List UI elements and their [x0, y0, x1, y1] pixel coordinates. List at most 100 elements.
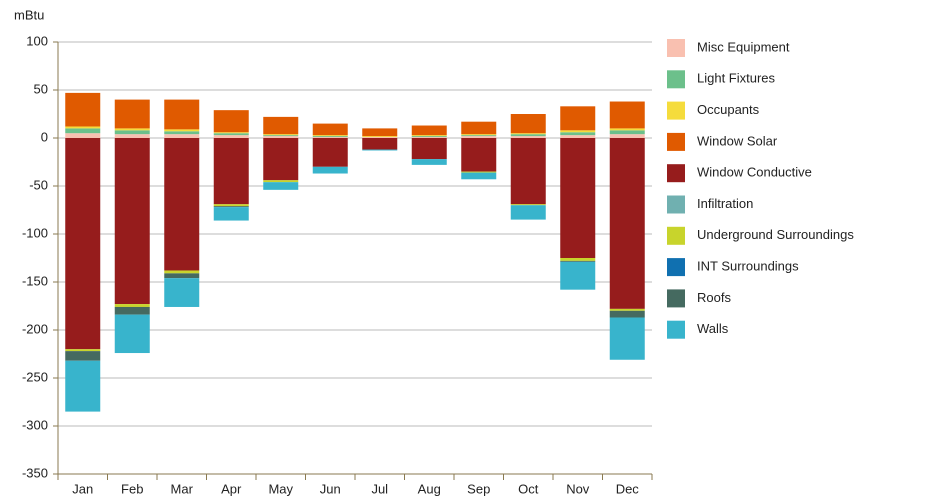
bar-segment: [312, 138, 348, 167]
bar-segment: [312, 135, 348, 137]
bar-segment: [560, 106, 596, 131]
legend-label: Window Conductive: [697, 165, 812, 180]
x-tick-label: Jun: [320, 481, 341, 496]
legend-swatch: [667, 258, 685, 277]
bar-segment: [411, 137, 447, 138]
bar-segment: [461, 171, 497, 173]
legend-swatch: [667, 195, 685, 214]
bar-segment: [560, 138, 596, 258]
y-axis-label: mBtu: [14, 7, 44, 22]
bar-segment: [461, 121, 497, 135]
y-tick-label: 0: [41, 129, 48, 144]
legend-label: Roofs: [697, 290, 731, 305]
bar-segment: [213, 207, 249, 221]
y-tick-label: 100: [26, 33, 48, 48]
bar-segment: [114, 99, 150, 129]
bar-segment: [114, 130, 150, 135]
bar-segment: [411, 138, 447, 160]
bar-segment: [560, 130, 596, 133]
legend-swatch: [667, 164, 685, 183]
bar-segment: [263, 182, 299, 190]
bar-segment: [213, 204, 249, 207]
bar-segment: [362, 138, 398, 150]
bar-segment: [114, 138, 150, 305]
bar-segment: [609, 134, 645, 138]
x-tick-label: Dec: [616, 481, 640, 496]
x-tick-label: May: [268, 481, 293, 496]
bar-segment: [461, 172, 497, 180]
legend-label: Occupants: [697, 102, 760, 117]
bar-segment: [609, 310, 645, 318]
y-tick-label: -300: [22, 417, 48, 432]
x-tick-label: Nov: [566, 481, 590, 496]
bar-segment: [263, 180, 299, 183]
bar-segment: [461, 136, 497, 138]
bar-segment: [114, 128, 150, 131]
bar-segment: [362, 149, 398, 151]
bar-segment: [213, 110, 249, 133]
bar-segment: [114, 134, 150, 138]
bar-segment: [411, 125, 447, 136]
bar-segment: [609, 308, 645, 311]
y-tick-label: 50: [34, 81, 48, 96]
bar-segment: [609, 138, 645, 309]
bar-segment: [263, 116, 299, 135]
x-tick-label: Jan: [72, 481, 93, 496]
legend-swatch: [667, 70, 685, 89]
bar-segment: [213, 133, 249, 136]
bar-segment: [461, 138, 497, 172]
bar-segment: [263, 135, 299, 137]
bar-segment: [164, 270, 200, 274]
legend-swatch: [667, 39, 685, 57]
bar-segment: [65, 349, 101, 352]
bar-segment: [560, 258, 596, 261]
legend-label: Light Fixtures: [697, 71, 776, 86]
bar-segment: [609, 101, 645, 129]
bar-segment: [312, 123, 348, 136]
bar-segment: [312, 166, 348, 174]
y-tick-label: -200: [22, 321, 48, 336]
bar-segment: [510, 114, 546, 134]
bar-segment: [362, 128, 398, 137]
legend-swatch: [667, 226, 685, 245]
bar-segment: [411, 135, 447, 137]
bar-segment: [461, 134, 497, 136]
legend-label: Window Solar: [697, 133, 778, 148]
bar-segment: [65, 126, 101, 129]
y-tick-label: -150: [22, 273, 48, 288]
bar-segment: [510, 133, 546, 135]
bar-segment: [510, 204, 546, 206]
bar-segment: [362, 136, 398, 138]
bar-segment: [411, 136, 447, 138]
bar-segment: [65, 92, 101, 127]
bar-segment: [560, 260, 596, 262]
bar-segment: [164, 131, 200, 135]
bar-segment: [411, 159, 447, 165]
y-tick-label: -350: [22, 465, 48, 480]
bar-segment: [560, 135, 596, 138]
bar-segment: [560, 132, 596, 136]
bar-segment: [609, 130, 645, 135]
x-tick-label: Sep: [467, 481, 490, 496]
bar-segment: [65, 138, 101, 350]
x-tick-label: Mar: [171, 481, 194, 496]
bar-segment: [560, 261, 596, 290]
bar-segment: [65, 360, 101, 412]
legend-swatch: [667, 101, 685, 120]
legend-label: INT Surroundings: [697, 259, 799, 274]
bar-segment: [65, 128, 101, 134]
bar-segment: [312, 136, 348, 138]
x-tick-label: Apr: [221, 481, 242, 496]
legend-label: Underground Surroundings: [697, 227, 854, 242]
bar-segment: [510, 138, 546, 205]
bar-segment: [213, 138, 249, 205]
bar-segment: [114, 306, 150, 315]
bar-segment: [362, 137, 398, 138]
bar-segment: [164, 129, 200, 132]
bar-segment: [65, 133, 101, 138]
y-tick-label: -50: [29, 177, 48, 192]
bar-segment: [164, 134, 200, 138]
bar-segment: [263, 138, 299, 181]
y-tick-label: -250: [22, 369, 48, 384]
bar-segment: [510, 134, 546, 137]
